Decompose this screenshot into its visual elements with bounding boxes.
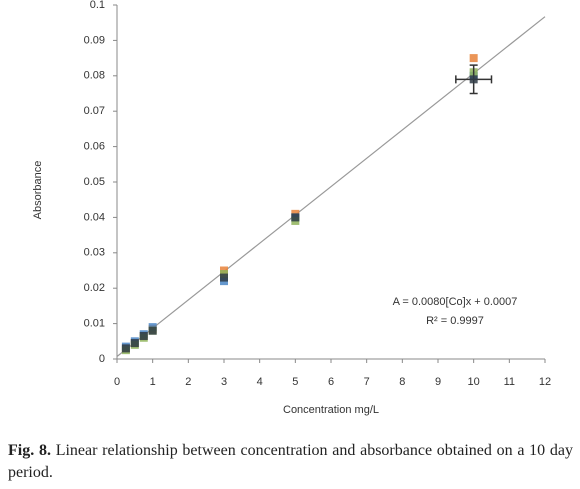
y-tick-label: 0.05 <box>84 176 105 188</box>
x-tick-label: 9 <box>435 376 441 388</box>
x-tick-label: 4 <box>257 376 263 388</box>
point <box>220 273 228 282</box>
x-tick-label: 5 <box>292 376 298 388</box>
trendline-equation: A = 0.0080[Co]x + 0.0007 <box>393 296 518 308</box>
y-tick-label: 0.1 <box>90 0 105 11</box>
x-tick-label: 10 <box>468 376 480 388</box>
y-tick-label: 0.06 <box>84 141 105 153</box>
x-tick-label: 6 <box>328 376 334 388</box>
y-tick-label: 0.07 <box>84 105 105 117</box>
point <box>469 54 478 63</box>
caption: Fig. 8. Linear relationship between conc… <box>8 440 573 484</box>
point <box>130 339 139 348</box>
y-tick-label: 0 <box>99 353 105 365</box>
x-axis-label: Concentration mg/L <box>283 404 379 416</box>
x-tick-label: 8 <box>399 376 405 388</box>
y-tick-label: 0.03 <box>84 247 105 259</box>
caption-text: Linear relationship between concentratio… <box>8 442 574 481</box>
point <box>121 344 130 353</box>
y-tick-label: 0.04 <box>84 211 105 223</box>
x-tick-label: 2 <box>185 376 191 388</box>
point <box>148 326 157 335</box>
y-tick-label: 0.08 <box>84 70 105 82</box>
x-tick-label: 7 <box>364 376 370 388</box>
point <box>469 75 478 84</box>
x-tick-label: 0 <box>114 376 120 388</box>
caption-label: Fig. 8. <box>8 442 51 459</box>
y-tick-label: 0.09 <box>84 34 105 46</box>
y-axis-label: Absorbance <box>32 161 44 220</box>
x-tick-label: 1 <box>150 376 156 388</box>
y-tick-label: 0.01 <box>84 318 105 330</box>
r-squared: R² = 0.9997 <box>426 315 484 327</box>
y-tick-label: 0.02 <box>84 282 105 294</box>
chart: Absorbance Concentration mg/L A = 0.0080… <box>32 0 551 416</box>
x-tick-label: 3 <box>221 376 227 388</box>
point <box>291 213 300 222</box>
x-tick-label: 11 <box>504 376 515 388</box>
point <box>139 331 148 340</box>
x-tick-label: 12 <box>539 376 551 388</box>
